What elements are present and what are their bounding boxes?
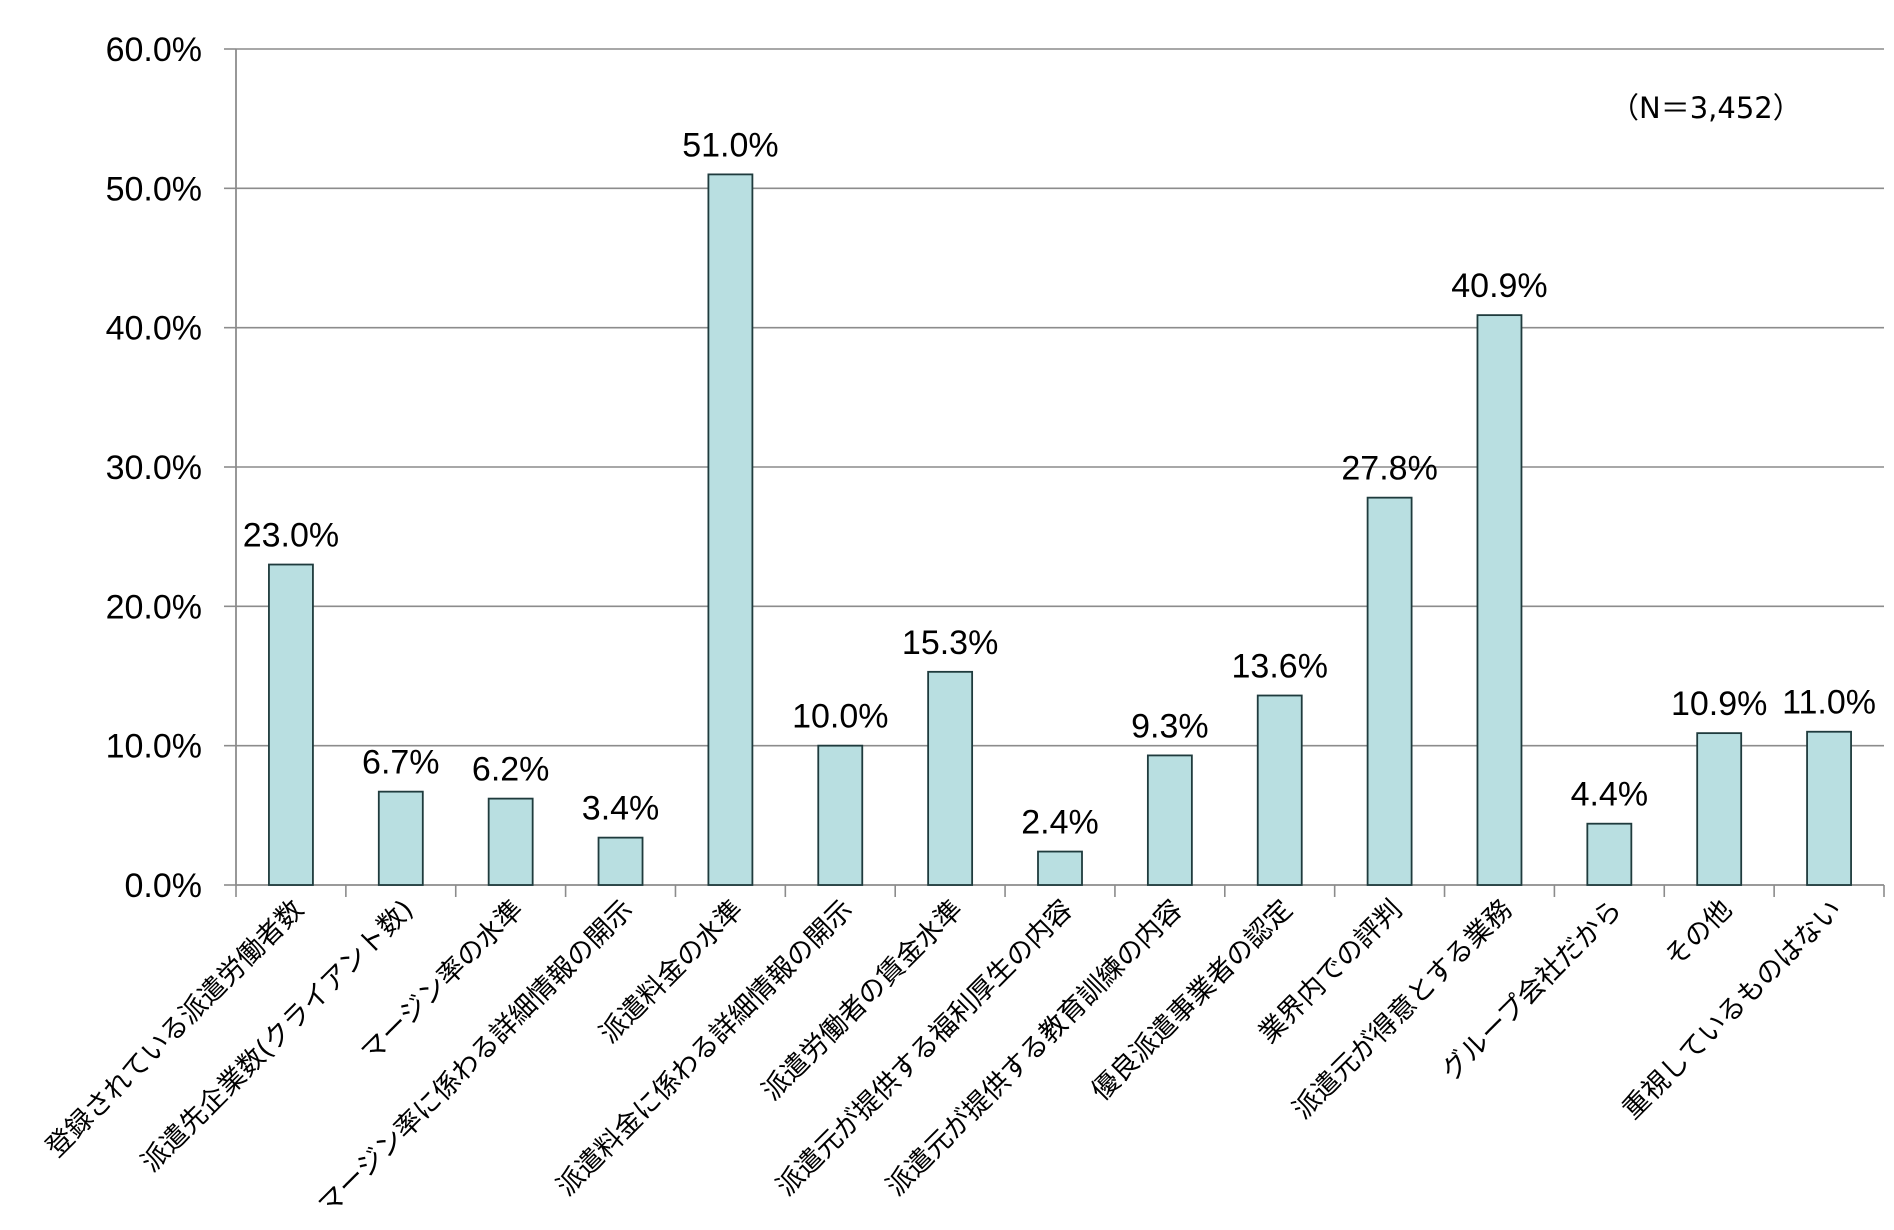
bar: [377, 790, 424, 886]
data-labels: 23.0% 6.7% 6.2% 3.4% 51.0% 10.0% 15.3% 2.4% 9.3%…: [243, 126, 1876, 841]
gridlines: [236, 48, 1884, 747]
data-label: 10.0%: [792, 698, 888, 736]
bar: [1146, 754, 1193, 886]
category-label: 派遣労働者の賃金水準: [756, 894, 969, 1107]
bars: [268, 173, 1852, 886]
data-label: 40.9%: [1451, 267, 1547, 305]
bar: [268, 563, 314, 886]
data-label: 3.4%: [582, 790, 660, 828]
y-tick-label: 10.0%: [106, 728, 202, 766]
y-tick-label: 50.0%: [106, 170, 202, 208]
category-label: グループ会社だから: [1436, 894, 1629, 1087]
bar: [1366, 496, 1413, 886]
category-label: 派遣元が得意とする業務: [1287, 894, 1518, 1125]
bar: [1696, 732, 1743, 886]
category-labels: 登録されている派遣労働者数派遣先企業数(クライアント数)マージン率の水準マージン…: [40, 894, 1848, 1221]
data-label: 10.9%: [1671, 685, 1767, 723]
data-label: 23.0%: [243, 517, 339, 555]
data-label: 9.3%: [1131, 707, 1209, 745]
bar: [1586, 822, 1633, 886]
data-label: 6.2%: [472, 751, 550, 789]
bar: [1476, 314, 1523, 886]
bar: [1256, 694, 1303, 886]
category-label: その他: [1659, 894, 1738, 973]
sample-size-annotation: （N＝3,452）: [1610, 91, 1802, 125]
data-label: 27.8%: [1341, 450, 1437, 488]
y-tick-labels: 0.0% 10.0% 20.0% 30.0% 40.0% 50.0% 60.0%: [106, 31, 202, 905]
bar: [487, 797, 534, 886]
data-label: 2.4%: [1021, 804, 1099, 842]
bar: [1037, 850, 1083, 886]
data-label: 13.6%: [1232, 648, 1328, 686]
bar: [707, 173, 754, 886]
y-tick-label: 40.0%: [106, 310, 202, 348]
bar: [1806, 730, 1852, 886]
y-tick-label: 30.0%: [106, 449, 202, 487]
y-tick-label: 20.0%: [106, 588, 202, 626]
data-label: 15.3%: [902, 624, 998, 662]
data-label: 4.4%: [1571, 776, 1649, 814]
bar: [597, 836, 644, 886]
data-label: 11.0%: [1782, 684, 1876, 722]
data-label: 51.0%: [682, 126, 778, 164]
bar: [817, 744, 864, 886]
x-tick-marks: [235, 885, 1885, 897]
category-label: 優良派遣事業者の認定: [1086, 894, 1299, 1107]
category-label: 重視しているものはない: [1617, 894, 1848, 1125]
y-tick-label: 0.0%: [125, 867, 203, 905]
y-tick-label: 60.0%: [106, 31, 202, 69]
data-label: 6.7%: [362, 744, 440, 782]
bar: [927, 670, 974, 886]
